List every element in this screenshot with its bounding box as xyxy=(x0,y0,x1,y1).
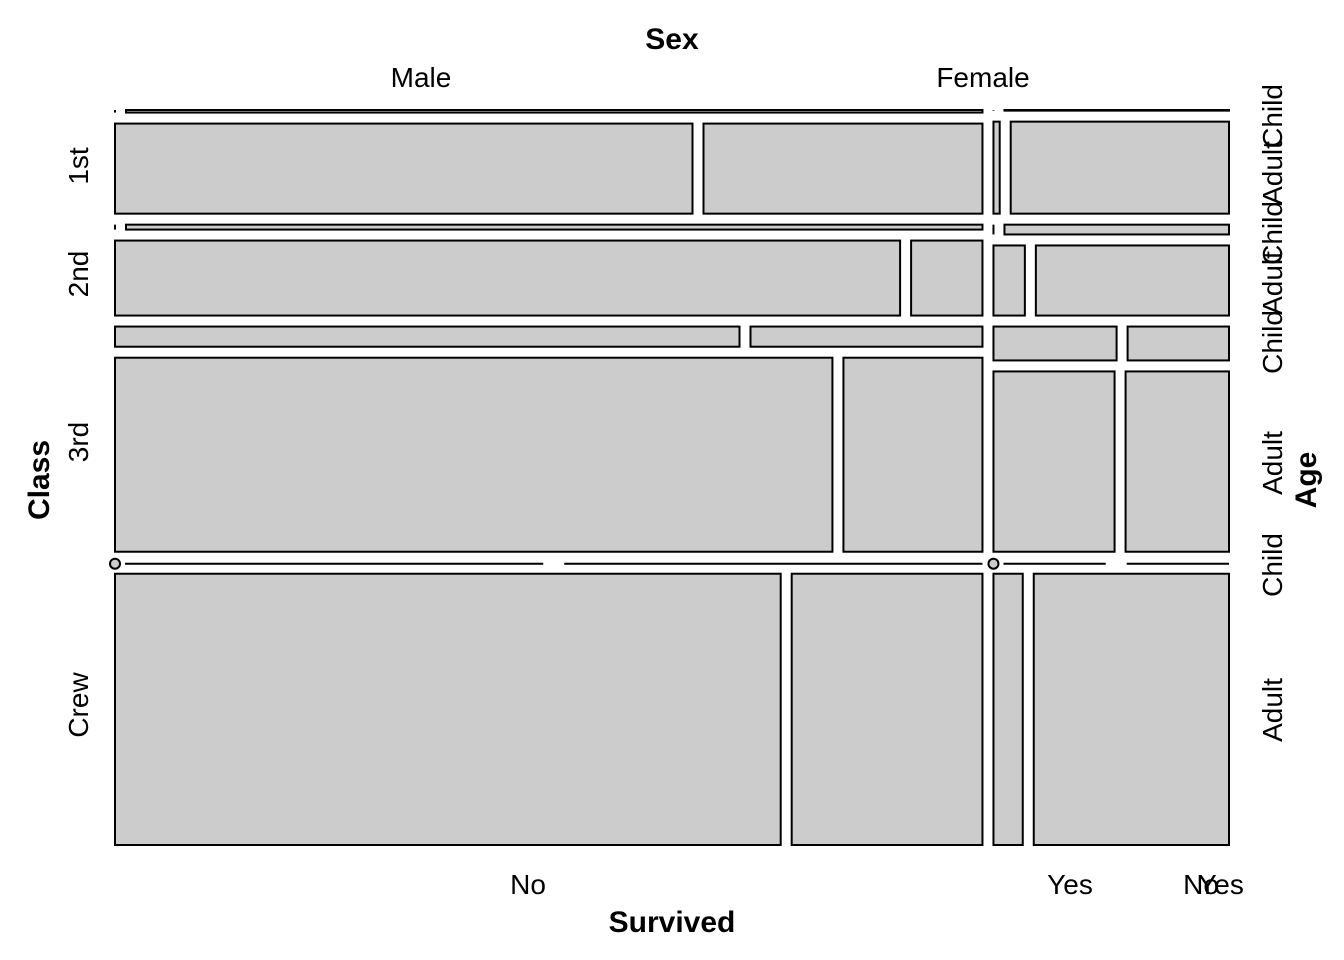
class-label-1st: 1st xyxy=(63,147,94,185)
tile-3rd-female-adult-survived-no xyxy=(992,370,1116,553)
age-label-3rd-adult: Adult xyxy=(1257,431,1288,495)
tile-crew-male-child-survived-no-empty-dot xyxy=(109,557,121,570)
tile-1st-female-adult-survived-no xyxy=(992,120,1001,215)
tile-3rd-female-child-survived-no xyxy=(992,325,1118,362)
sex-label-male: Male xyxy=(391,62,452,93)
tile-2nd-male-adult-survived-yes xyxy=(910,239,984,317)
tile-2nd-female-child-survived-yes xyxy=(1003,223,1230,236)
tile-2nd-female-adult-survived-no xyxy=(992,244,1026,317)
survived-label-no-male: No xyxy=(510,869,546,900)
right-axis-title: Age xyxy=(1290,452,1323,509)
tile-crew-female-adult-survived-yes xyxy=(1032,572,1230,846)
survived-label-yes-male: Yes xyxy=(1047,869,1093,900)
tile-3rd-male-adult-survived-no xyxy=(114,356,834,553)
tile-3rd-female-child-survived-yes xyxy=(1126,325,1231,362)
tile-1st-male-adult-survived-yes xyxy=(702,122,984,215)
tile-3rd-male-child-survived-no xyxy=(114,325,741,348)
tile-1st-female-child-survived-yes xyxy=(1003,109,1230,112)
y-axis-title: Class xyxy=(23,440,56,520)
tile-crew-male-adult-survived-yes xyxy=(790,572,984,846)
tile-1st-male-child-survived-yes xyxy=(125,109,984,114)
class-label-crew: Crew xyxy=(63,672,94,738)
age-label-crew-child: Child xyxy=(1257,533,1288,597)
age-label-1st-adult: Adult xyxy=(1257,141,1288,205)
tile-crew-female-adult-survived-no xyxy=(992,572,1024,846)
mosaic-tiles xyxy=(109,109,1231,846)
tile-2nd-male-adult-survived-no xyxy=(114,239,902,317)
tile-3rd-male-child-survived-yes xyxy=(749,325,984,348)
sex-label-female: Female xyxy=(936,62,1029,93)
tile-2nd-female-adult-survived-yes xyxy=(1034,244,1231,317)
mosaic-labels: Sex Survived Class Age Male Female 1st 2… xyxy=(23,23,1323,939)
tile-3rd-female-adult-survived-yes xyxy=(1124,370,1231,553)
tile-3rd-male-adult-survived-yes xyxy=(842,356,984,553)
tile-1st-male-adult-survived-no xyxy=(114,122,694,215)
age-label-crew-adult: Adult xyxy=(1257,678,1288,742)
tile-crew-male-adult-survived-no xyxy=(114,572,782,846)
age-label-1st-child: Child xyxy=(1257,84,1288,148)
tile-crew-female-child-survived-no-empty-dot xyxy=(987,557,1000,570)
tile-2nd-male-child-survived-yes xyxy=(125,223,984,231)
class-label-2nd: 2nd xyxy=(63,251,94,298)
x-axis-title: Survived xyxy=(609,906,736,939)
survived-label-yes-female: Yes xyxy=(1198,869,1244,900)
top-axis-title: Sex xyxy=(645,23,699,56)
age-label-2nd-adult: Adult xyxy=(1257,251,1288,315)
survived-label-no-female: No xyxy=(1183,869,1219,900)
tile-1st-female-adult-survived-yes xyxy=(1009,120,1230,215)
age-label-3rd-child: Child xyxy=(1257,310,1288,374)
age-label-2nd-child: Child xyxy=(1257,201,1288,265)
class-label-3rd: 3rd xyxy=(63,422,94,462)
